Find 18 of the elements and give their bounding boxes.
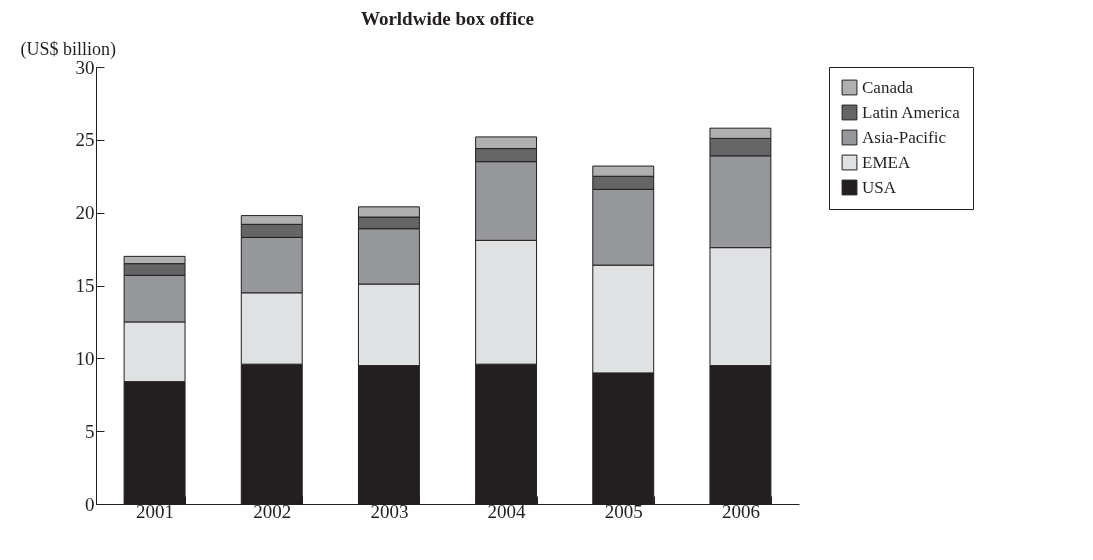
y-tick-label: 10 [75, 347, 95, 369]
y-tick-label: 15 [75, 275, 95, 296]
y-tick-label: 0 [85, 493, 95, 515]
legend-label: Asia-Pacific [862, 127, 947, 147]
x-tick-label: 2002 [253, 500, 292, 522]
legend-label: Latin America [862, 102, 961, 122]
chart-title: Worldwide box office [360, 8, 535, 29]
y-tick-label: 20 [75, 202, 95, 224]
y-tick-label: 25 [75, 129, 95, 151]
x-tick-label: 2004 [487, 500, 527, 522]
x-tick-label: 2005 [604, 500, 643, 522]
x-tick-label: 2006 [721, 500, 760, 522]
x-tick-label: 2003 [370, 500, 409, 522]
legend-label: USA [862, 177, 897, 197]
legend-label: EMEA [862, 152, 911, 172]
legend-label: Canada [862, 77, 914, 97]
y-tick-label: 5 [85, 420, 95, 442]
x-tick-label: 2001 [136, 500, 175, 522]
